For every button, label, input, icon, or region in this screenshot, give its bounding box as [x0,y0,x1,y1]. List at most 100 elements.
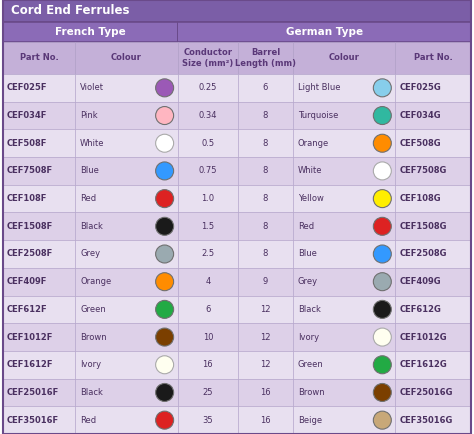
Bar [238,185,293,213]
Bar [75,102,178,129]
Bar [238,406,293,434]
Text: 2.5: 2.5 [201,250,214,259]
Text: 10: 10 [203,332,213,342]
Bar [178,42,238,74]
Bar [178,351,238,378]
Text: CEF508G: CEF508G [399,139,441,148]
Bar [238,378,293,406]
Bar [395,74,471,102]
Circle shape [155,384,173,401]
Bar [293,157,395,185]
Text: CEF1508G: CEF1508G [399,222,447,231]
Bar [395,42,471,74]
Bar [178,406,238,434]
Bar [395,268,471,296]
Bar [75,378,178,406]
Bar [75,323,178,351]
Text: 35: 35 [202,416,213,424]
Text: 12: 12 [260,360,271,369]
Bar [3,213,75,240]
Text: Cord End Ferrules: Cord End Ferrules [11,4,129,17]
Text: Black: Black [80,222,103,231]
Bar [293,268,395,296]
Bar [238,351,293,378]
Circle shape [155,217,173,235]
Bar [293,185,395,213]
Text: German Type: German Type [286,27,363,37]
Bar [293,213,395,240]
Text: CEF35016F: CEF35016F [7,416,59,424]
Bar [395,129,471,157]
Text: 6: 6 [205,305,210,314]
Text: 9: 9 [263,277,268,286]
Text: 25: 25 [203,388,213,397]
Text: Brown: Brown [80,332,107,342]
Bar [238,268,293,296]
Bar [3,129,75,157]
Circle shape [155,356,173,374]
Text: CEF034F: CEF034F [7,111,47,120]
Bar [75,268,178,296]
Bar [3,102,75,129]
Bar [75,74,178,102]
Bar [238,157,293,185]
Bar [293,323,395,351]
Circle shape [155,134,173,152]
Text: CEF025F: CEF025F [7,83,47,92]
Bar [293,240,395,268]
Circle shape [374,106,392,125]
Text: Red: Red [298,222,314,231]
Circle shape [374,245,392,263]
Text: Light Blue: Light Blue [298,83,340,92]
Circle shape [374,273,392,291]
Text: CEF409F: CEF409F [7,277,47,286]
Bar [75,296,178,323]
Bar [395,185,471,213]
Text: Pink: Pink [80,111,98,120]
Bar [3,22,471,42]
Circle shape [155,300,173,319]
Bar [395,240,471,268]
Text: 8: 8 [263,111,268,120]
Bar [3,323,75,351]
Circle shape [155,245,173,263]
Bar [3,74,75,102]
Bar [75,351,178,378]
Circle shape [155,162,173,180]
Text: 0.25: 0.25 [199,83,217,92]
Bar [178,129,238,157]
Text: Colour: Colour [111,53,142,62]
Text: 8: 8 [263,166,268,175]
Text: Part No.: Part No. [414,53,453,62]
Text: 6: 6 [263,83,268,92]
Text: Blue: Blue [80,166,99,175]
Text: 8: 8 [263,139,268,148]
Text: Orange: Orange [298,139,329,148]
Bar [75,42,178,74]
Text: Conductor
Size (mm²): Conductor Size (mm²) [182,48,234,68]
Bar [395,351,471,378]
Circle shape [374,190,392,207]
Text: Beige: Beige [298,416,322,424]
Bar [3,268,75,296]
Text: 12: 12 [260,305,271,314]
Text: Black: Black [298,305,321,314]
Bar [178,240,238,268]
Bar [293,406,395,434]
Bar [395,323,471,351]
Bar [178,213,238,240]
Bar [75,129,178,157]
Text: Turquoise: Turquoise [298,111,338,120]
Text: 0.34: 0.34 [199,111,217,120]
Text: CEF1612F: CEF1612F [7,360,54,369]
Bar [238,323,293,351]
Bar [178,323,238,351]
Text: Green: Green [298,360,324,369]
Circle shape [155,190,173,207]
Circle shape [374,328,392,346]
Bar [395,157,471,185]
Text: CEF409G: CEF409G [399,277,441,286]
Text: Green: Green [80,305,106,314]
Text: CEF612F: CEF612F [7,305,47,314]
Text: 8: 8 [263,194,268,203]
